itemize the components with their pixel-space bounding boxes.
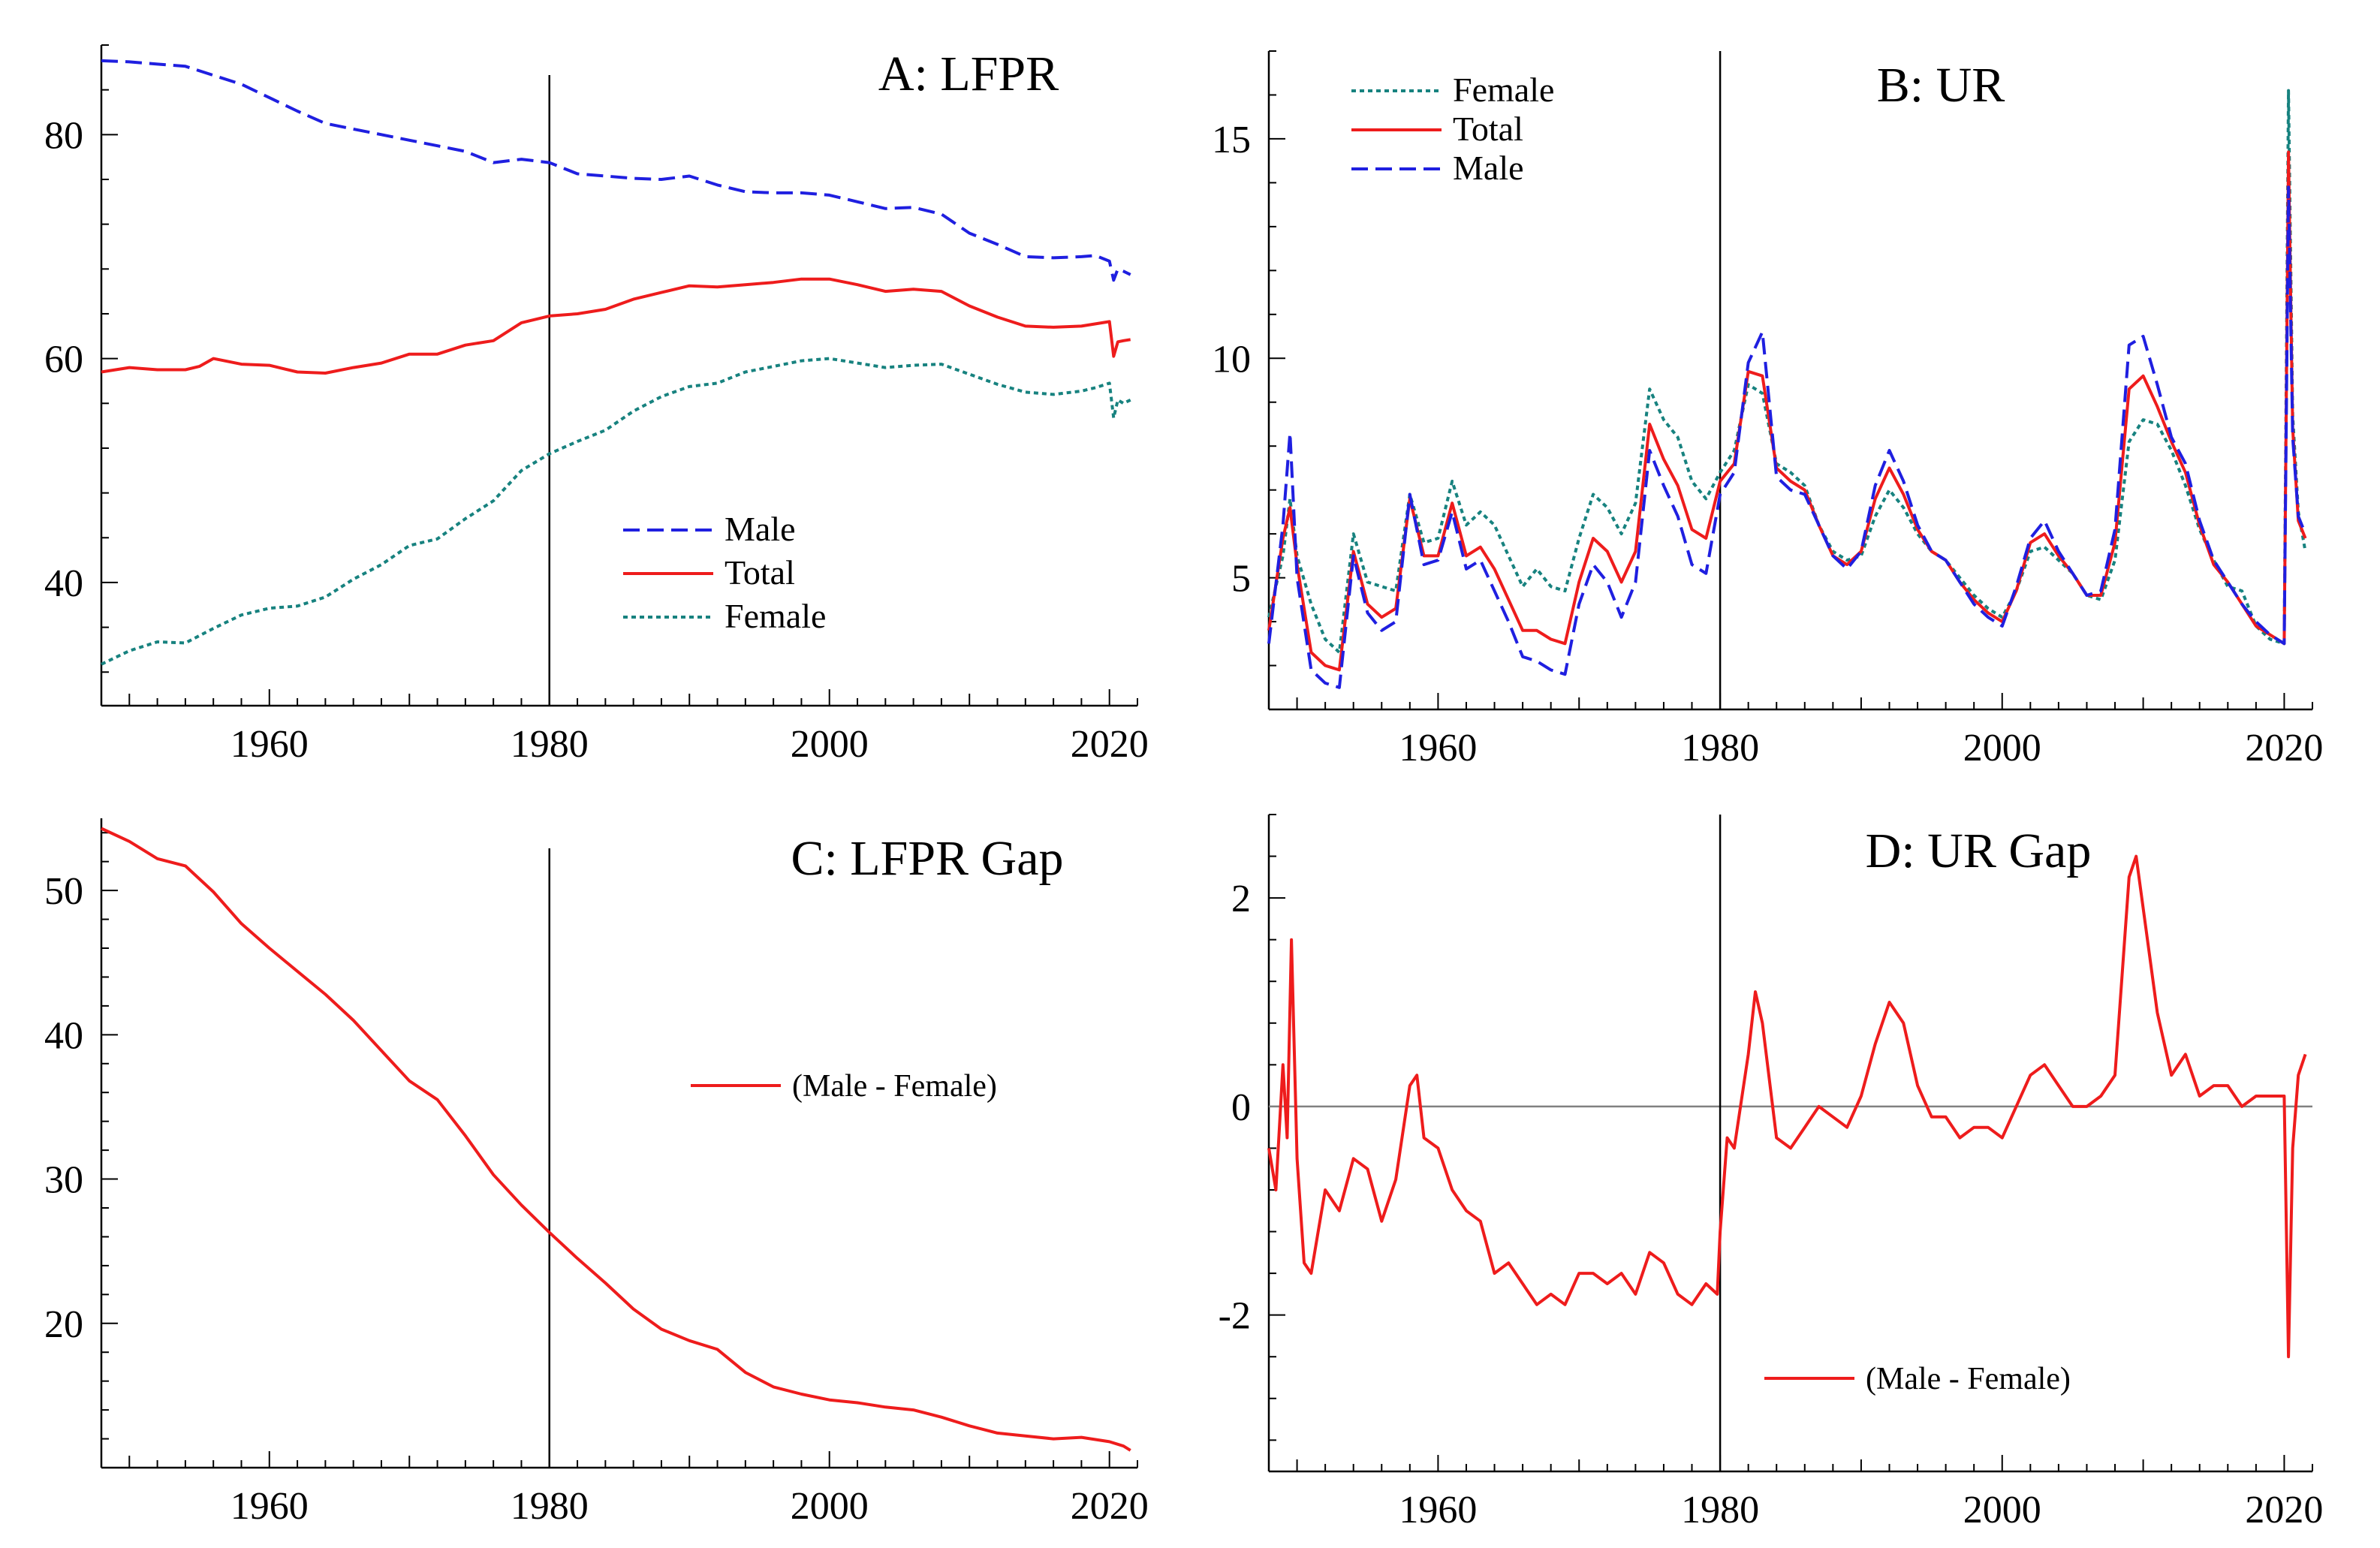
- x-tick-label: 2020: [1071, 723, 1149, 766]
- series-line-male: [101, 59, 1131, 282]
- panel-d: 1960 1980 2000 2020 -2 0 2 D: UR Gap (Male - Fem…: [1219, 814, 2323, 1531]
- panel-title: D: UR Gap: [1866, 824, 2092, 878]
- legend: Male Total Female: [623, 510, 826, 635]
- legend-label-total: Total: [1453, 110, 1523, 148]
- x-tick-label: 1960: [230, 723, 309, 766]
- y-tick-label: -2: [1219, 1295, 1251, 1338]
- x-tick-label: 1980: [511, 723, 589, 766]
- x-tick-label: 1960: [1399, 727, 1477, 769]
- x-tick-label: 1980: [511, 1485, 589, 1528]
- x-tick-label: 2020: [2245, 1489, 2323, 1531]
- y-tick-label: 10: [1212, 338, 1251, 381]
- panel-b: 1960 1980 2000 2020 5 10 15 B: UR FemaleTotalMal…: [1212, 50, 2323, 769]
- series-line-total: [1267, 150, 2307, 672]
- x-tick-label: 2000: [1963, 727, 2041, 769]
- legend-label-male: Male: [1453, 149, 1524, 187]
- legend-label-total: Total: [725, 553, 795, 592]
- series-line-gap: [1267, 854, 2307, 1359]
- panel-title: C: LFPR Gap: [791, 831, 1063, 886]
- y-tick-label: 40: [44, 562, 83, 605]
- legend-label-gap: (Male - Female): [792, 1069, 997, 1104]
- x-tick-label: 1960: [230, 1485, 309, 1528]
- legend-label-female: Female: [725, 597, 826, 635]
- series-line-gap: [101, 827, 1131, 1452]
- series-line-total: [101, 277, 1131, 375]
- y-tick-label: 30: [44, 1159, 83, 1202]
- x-tick-label: 2000: [1963, 1489, 2041, 1531]
- x-tick-label: 2020: [2245, 727, 2323, 769]
- legend-label-female: Female: [1453, 71, 1554, 109]
- y-tick-label: 15: [1212, 119, 1251, 161]
- x-tick-label: 1960: [1399, 1489, 1477, 1531]
- panel-title: B: UR: [1877, 58, 2005, 113]
- x-tick-label: 2000: [791, 723, 869, 766]
- legend-label-gap: (Male - Female): [1866, 1362, 2071, 1396]
- series-line-female: [101, 357, 1131, 666]
- y-tick-label: 60: [44, 339, 83, 381]
- y-tick-label: 2: [1231, 878, 1251, 920]
- legend: (Male - Female): [1764, 1362, 2071, 1396]
- x-tick-label: 2020: [1071, 1485, 1149, 1528]
- panel-a: 1960 1980 2000 2020 40 60 80 A: LFPR Male Total Fe…: [44, 44, 1149, 766]
- series-line-female: [1267, 89, 2307, 654]
- x-tick-label: 2000: [791, 1485, 869, 1528]
- y-tick-label: 40: [44, 1014, 83, 1057]
- y-tick-label: 0: [1231, 1086, 1251, 1129]
- series-line-male: [1267, 185, 2307, 689]
- x-tick-label: 1980: [1681, 1489, 1759, 1531]
- y-tick-label: 5: [1231, 558, 1251, 601]
- x-tick-label: 1980: [1681, 727, 1759, 769]
- y-tick-label: 20: [44, 1303, 83, 1346]
- y-tick-label: 50: [44, 870, 83, 913]
- legend: (Male - Female): [691, 1069, 997, 1104]
- panel-title: A: LFPR: [878, 47, 1059, 101]
- legend-label-male: Male: [725, 510, 796, 548]
- y-tick-label: 80: [44, 114, 83, 157]
